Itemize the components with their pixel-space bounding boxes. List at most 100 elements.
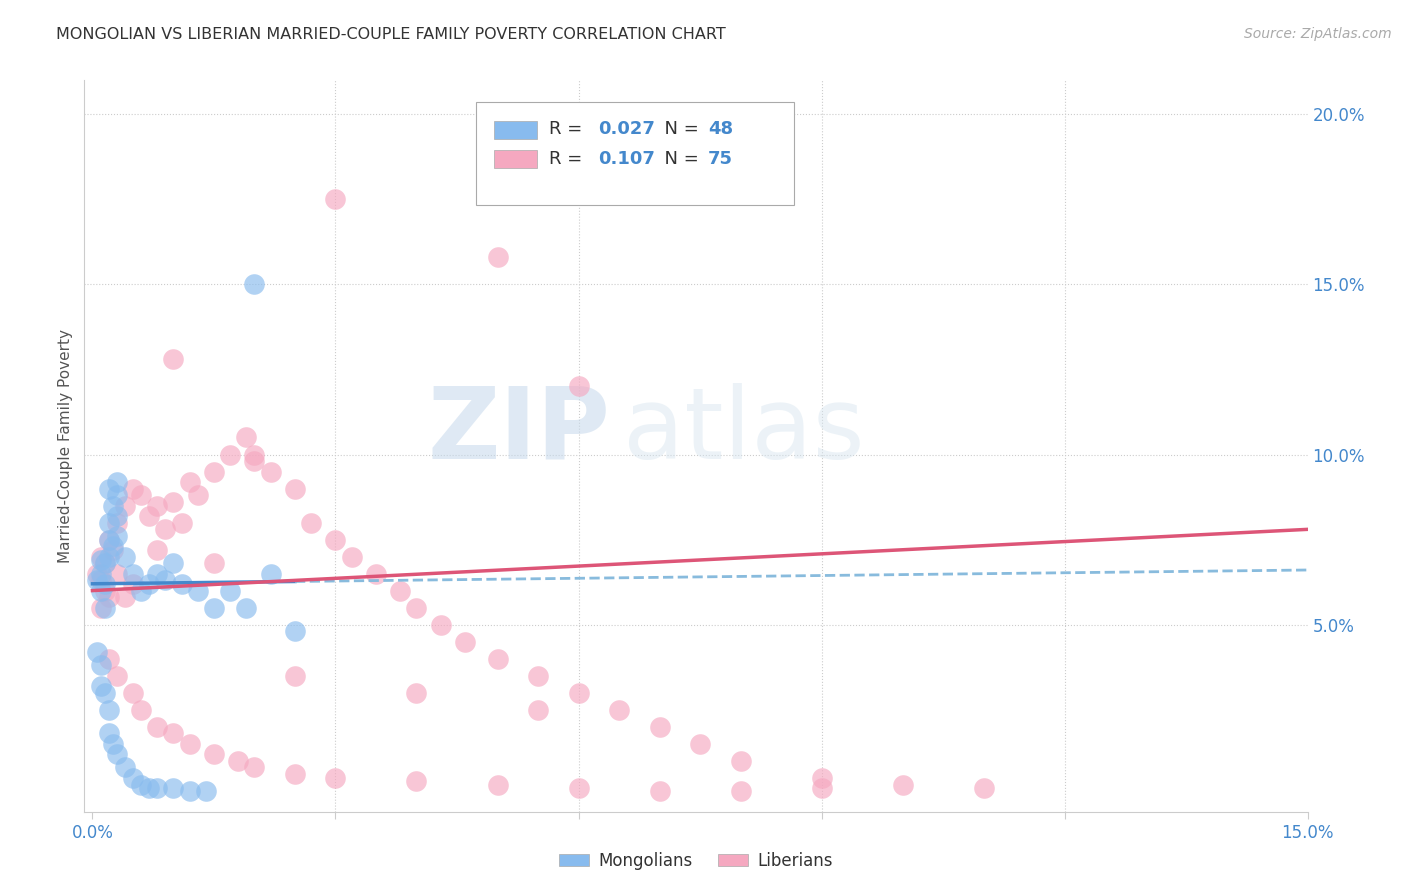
Point — [454, 634, 477, 648]
Point — [114, 591, 136, 605]
Point — [689, 737, 711, 751]
Point — [405, 774, 427, 789]
Point — [114, 549, 136, 564]
Point — [607, 703, 630, 717]
Point — [146, 780, 169, 795]
Point — [567, 780, 589, 795]
Point — [648, 720, 671, 734]
Point — [105, 516, 128, 530]
Point — [114, 760, 136, 774]
Point — [179, 784, 201, 798]
Point — [122, 771, 145, 785]
Point — [810, 771, 832, 785]
FancyBboxPatch shape — [475, 103, 794, 204]
Point — [90, 553, 112, 567]
Legend: Mongolians, Liberians: Mongolians, Liberians — [553, 846, 839, 877]
Point — [101, 540, 124, 554]
Point — [122, 686, 145, 700]
Text: N =: N = — [654, 150, 704, 168]
Point — [146, 566, 169, 581]
Point — [730, 784, 752, 798]
Point — [97, 533, 120, 547]
Point — [187, 488, 209, 502]
Point — [243, 277, 266, 292]
Point — [194, 784, 217, 798]
Point — [243, 448, 266, 462]
Point — [486, 777, 509, 791]
Bar — [494, 120, 537, 139]
Text: 48: 48 — [709, 120, 734, 138]
Point — [325, 771, 347, 785]
Point — [146, 542, 169, 557]
Point — [138, 576, 160, 591]
Point — [170, 576, 193, 591]
Point — [105, 668, 128, 682]
Point — [101, 542, 124, 557]
Point — [90, 549, 112, 564]
Point — [340, 549, 363, 564]
Point — [101, 499, 124, 513]
Text: R =: R = — [550, 150, 588, 168]
Point — [527, 703, 550, 717]
Text: 0.027: 0.027 — [598, 120, 655, 138]
Point — [179, 475, 201, 489]
Point — [129, 703, 152, 717]
Point — [101, 737, 124, 751]
Point — [90, 658, 112, 673]
Point — [810, 780, 832, 795]
Point — [486, 250, 509, 264]
Point — [93, 557, 115, 571]
Point — [105, 488, 128, 502]
Point — [202, 557, 225, 571]
Point — [170, 516, 193, 530]
Point — [90, 679, 112, 693]
Point — [527, 668, 550, 682]
Point — [146, 499, 169, 513]
Point — [260, 465, 283, 479]
Point — [179, 737, 201, 751]
Point — [219, 448, 242, 462]
Point — [97, 726, 120, 740]
Point — [162, 780, 184, 795]
Text: 0.107: 0.107 — [598, 150, 655, 168]
Point — [90, 600, 112, 615]
Point — [86, 574, 108, 588]
Point — [122, 482, 145, 496]
Point — [155, 522, 177, 536]
Point — [226, 754, 249, 768]
Text: R =: R = — [550, 120, 588, 138]
Point — [93, 583, 115, 598]
Point — [105, 475, 128, 489]
Point — [105, 747, 128, 761]
Point — [129, 488, 152, 502]
Point — [97, 482, 120, 496]
Point — [284, 668, 307, 682]
Point — [187, 583, 209, 598]
Point — [129, 777, 152, 791]
Point — [284, 624, 307, 639]
Point — [162, 557, 184, 571]
Point — [105, 529, 128, 543]
Point — [430, 617, 453, 632]
Point — [325, 533, 347, 547]
Point — [567, 686, 589, 700]
Point — [97, 516, 120, 530]
Point — [93, 557, 115, 571]
Point — [202, 747, 225, 761]
Point — [90, 583, 112, 598]
Point — [648, 784, 671, 798]
Point — [486, 651, 509, 665]
Point — [114, 499, 136, 513]
Point — [162, 495, 184, 509]
Point — [891, 777, 914, 791]
Point — [122, 566, 145, 581]
Point — [162, 352, 184, 367]
Point — [325, 192, 347, 206]
Point — [86, 645, 108, 659]
Point — [97, 533, 120, 547]
Point — [235, 430, 257, 444]
Point — [284, 767, 307, 781]
Point — [260, 566, 283, 581]
Point — [97, 651, 120, 665]
Point — [299, 516, 322, 530]
